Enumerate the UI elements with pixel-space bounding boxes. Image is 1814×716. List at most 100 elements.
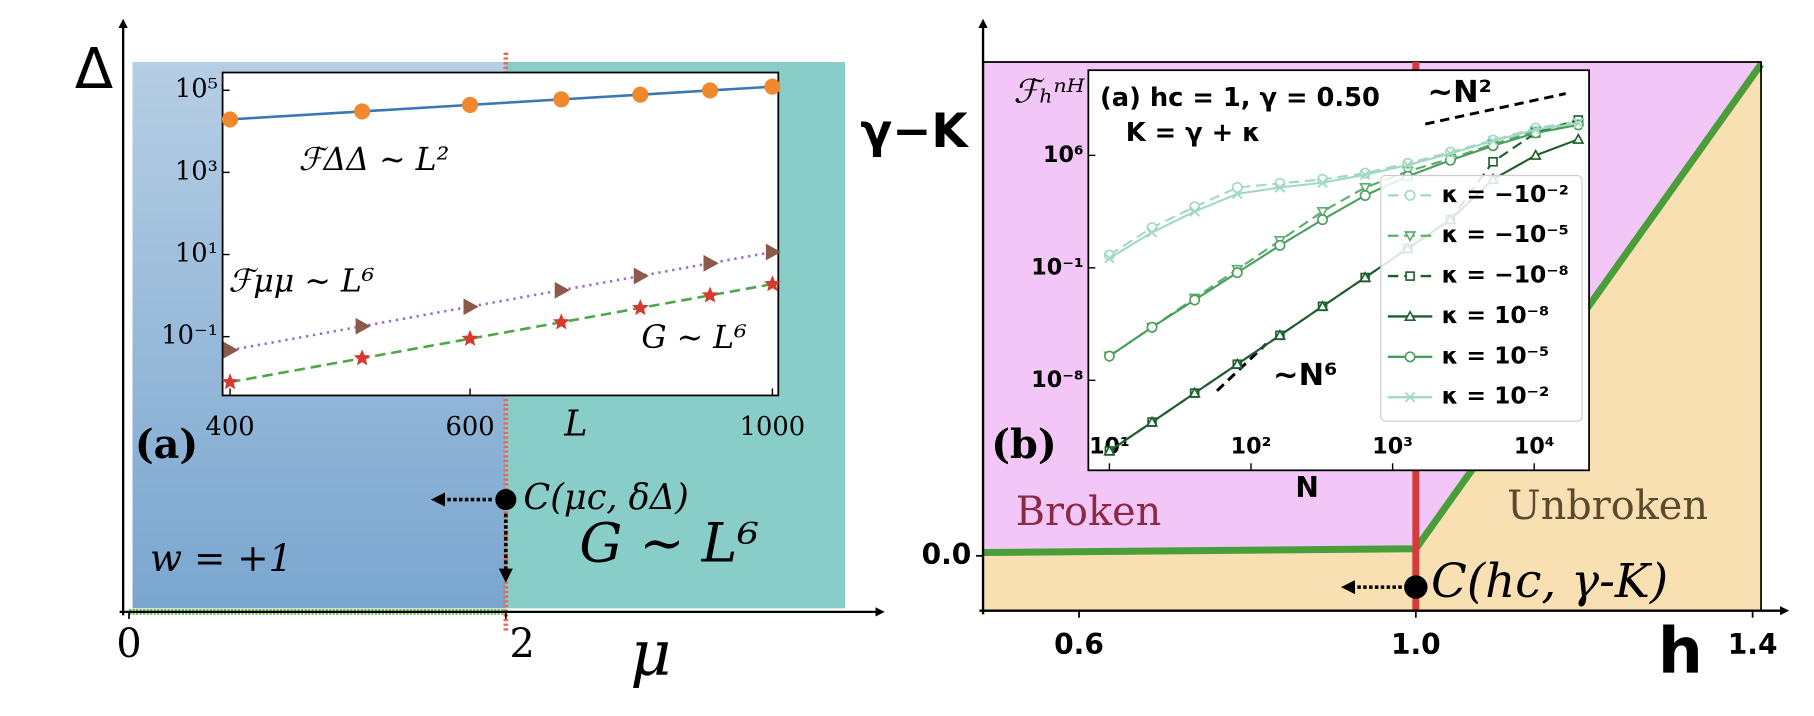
x-tick-label: 1000 [740,412,805,442]
y-tick-label: 10⁻¹ [1031,254,1083,280]
panel-label: (a) [135,422,198,468]
marker [353,349,371,366]
marker [1572,117,1584,129]
y-tick-label: 10⁵ [175,74,218,104]
series-annotation: ℱμμ ∼ L⁶ [228,264,374,300]
y-tick-label: 10³ [175,156,218,186]
marker [1530,124,1542,135]
series-line [1108,122,1579,260]
x-tick-label: 0 [116,621,141,667]
inset: 400 600 1000 10⁵ 10³ 10¹ 10⁻¹ L ℱΔΔ ∼ L² ℱμμ ∼ L⁶… [161,71,805,444]
critical-point [1404,575,1428,599]
marker [1103,444,1116,456]
marker [1317,177,1328,189]
marker [1103,350,1115,362]
region-label: Unbroken [1507,483,1708,529]
marker [1359,169,1371,180]
annotation: G ∼ L⁶ [579,512,759,575]
marker [1316,206,1329,218]
marker [764,78,781,95]
annotation: w = +1 [150,536,292,580]
marker [1146,321,1158,333]
marker [1529,149,1542,160]
y-tick-label: 10⁻⁸ [1031,367,1083,393]
marker [1274,239,1286,251]
marker [1444,154,1456,166]
marker [1189,206,1200,217]
legend-label: κ = −10⁻⁸ [1442,261,1569,289]
marker [355,317,371,335]
marker [1572,119,1584,131]
region [983,64,1762,611]
marker [1231,188,1243,200]
marker [764,275,781,292]
panel-a: 0 2 μ Δ C(μc, δΔ) (a) w = +1 G ∼ L⁶ 400 600 1000 10… [75,18,885,690]
x-tick-label: 2 [510,621,535,667]
y-tick-label: 10⁻¹ [161,321,218,351]
y-axis-label: γ−K [860,105,969,159]
marker [1488,156,1498,167]
x-tick-label: 1.0 [1391,628,1441,661]
legend-label: κ = −10⁻⁵ [1442,220,1569,248]
series-line [1108,123,1579,357]
legend-label: κ = 10⁻⁵ [1442,341,1550,369]
panel-label: (b) [991,422,1056,468]
marker [1146,227,1158,238]
marker [1188,386,1201,398]
marker [221,373,239,390]
marker [1104,252,1115,264]
x-axis-label: N [1295,471,1318,504]
y-axis-label: ℱₕⁿᴴ [1013,73,1085,111]
legend-label: κ = 10⁻⁸ [1442,301,1550,329]
marker [1359,189,1371,201]
marker [1231,357,1244,369]
series-annotation: G ∼ L⁶ [641,320,747,356]
marker [461,96,479,113]
marker [1316,299,1329,311]
inset-subtitle: K = γ + κ [1126,118,1261,148]
legend-marker [1404,310,1417,322]
marker [1359,271,1372,283]
marker [1273,328,1286,340]
x-tick-label: 10² [1231,433,1272,459]
marker [552,313,570,330]
marker [1231,182,1243,194]
marker [1231,267,1243,279]
marker [1274,182,1286,193]
legend-label: κ = 10⁻² [1442,382,1550,410]
marker [461,329,479,346]
region-label: Broken [1016,489,1161,535]
x-tick-label: 1.4 [1728,628,1778,661]
guide-label: ∼N⁶ [1273,358,1337,393]
marker [631,299,649,316]
x-tick-label: 400 [205,412,254,442]
marker [633,267,649,285]
marker [354,103,371,120]
marker [1402,159,1414,171]
marker [765,243,781,261]
x-axis-label: μ [630,616,671,690]
x-axis-label: L [563,403,587,444]
legend-label: κ = −10⁻² [1442,180,1569,208]
y-tick-label: 10¹ [175,239,218,269]
marker [701,82,719,99]
legend-marker [1405,271,1415,281]
marker [1189,294,1201,306]
legend-marker [1404,231,1417,243]
marker [1445,148,1456,159]
inset-frame [221,71,780,397]
panel-b: 0.6 1.0 1.4 0.0 h γ−K C(hc, γ-K) (b) Broken Unbro… [860,18,1790,688]
marker [553,91,570,108]
marker [1317,214,1329,226]
guide-label: ∼N² [1428,75,1492,110]
legend-marker [1404,189,1416,201]
guide-line [1424,92,1566,126]
y-axis-label: Δ [75,37,113,102]
legend-marker [1404,351,1416,363]
marker [221,111,239,128]
y-tick-label: 0.0 [922,538,972,571]
x-tick-label: 10³ [1372,433,1413,459]
marker [1572,132,1585,144]
marker [632,86,649,103]
